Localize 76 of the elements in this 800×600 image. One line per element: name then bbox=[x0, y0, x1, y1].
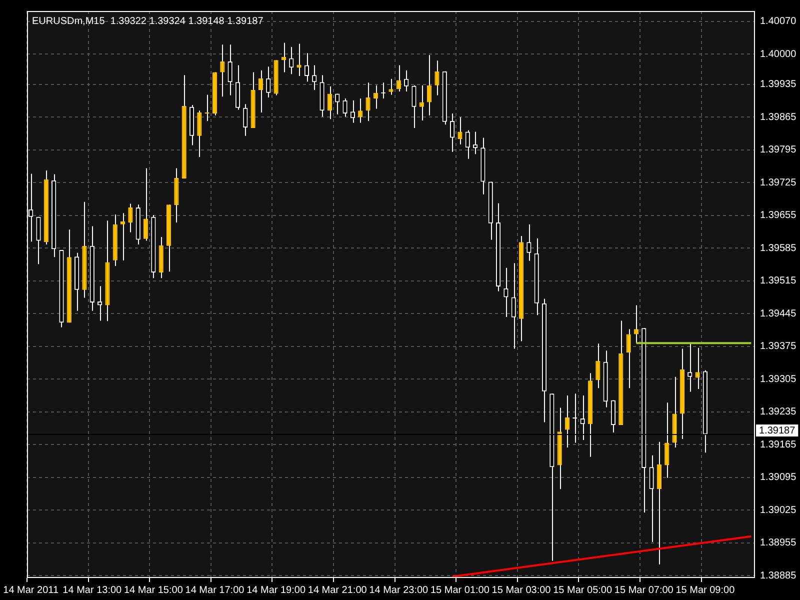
candlestick bbox=[695, 347, 700, 390]
candlestick bbox=[197, 110, 202, 158]
candlestick bbox=[228, 44, 232, 96]
y-tick-label: 1.38955 bbox=[760, 538, 797, 549]
y-tick-label: 1.38885 bbox=[760, 570, 797, 582]
x-tick-label: 15 Mar 05:00 bbox=[553, 584, 612, 596]
candlestick bbox=[312, 64, 317, 91]
candlestick bbox=[511, 262, 516, 350]
candlestick bbox=[419, 84, 424, 121]
candlestick bbox=[350, 100, 355, 124]
candlestick bbox=[235, 64, 240, 110]
candlestick bbox=[596, 343, 600, 389]
y-tick-label: 1.40070 bbox=[760, 16, 797, 28]
candlestick bbox=[404, 70, 409, 92]
x-tick-label: 14 Mar 15:00 bbox=[124, 584, 184, 596]
candlestick bbox=[98, 286, 102, 322]
candlestick bbox=[412, 84, 416, 128]
candlestick bbox=[366, 82, 370, 122]
candlestick bbox=[388, 78, 394, 96]
candlestick bbox=[358, 98, 363, 124]
x-tick-label: 14 Mar 19:00 bbox=[246, 584, 306, 596]
candlestick bbox=[258, 70, 264, 114]
y-tick-label: 1.39305 bbox=[760, 374, 797, 385]
x-tick-label: 14 Mar 17:00 bbox=[185, 584, 245, 596]
y-tick-label: 1.40000 bbox=[760, 48, 797, 60]
y-tick-label: 1.39655 bbox=[760, 210, 797, 222]
candlestick bbox=[289, 46, 294, 75]
candlestick bbox=[396, 64, 401, 92]
candlestick bbox=[36, 216, 41, 265]
y-tick-label: 1.39165 bbox=[760, 439, 797, 450]
candlestick bbox=[342, 98, 348, 118]
candlestick bbox=[128, 203, 133, 233]
candlestick bbox=[656, 441, 662, 565]
x-tick-label: 15 Mar 03:00 bbox=[492, 584, 552, 596]
candlestick bbox=[143, 168, 148, 242]
candlestick bbox=[266, 66, 271, 98]
candlestick bbox=[335, 93, 340, 115]
candlestick bbox=[434, 60, 440, 96]
candlestick bbox=[327, 86, 332, 120]
candlestick bbox=[626, 328, 631, 389]
y-tick-label: 1.39935 bbox=[760, 79, 797, 90]
y-tick-label: 1.39795 bbox=[760, 144, 797, 156]
candlestick bbox=[504, 267, 508, 318]
y-tick-label: 1.39865 bbox=[760, 112, 797, 123]
candlestick bbox=[688, 342, 692, 392]
candlestick bbox=[526, 224, 532, 262]
candlestick bbox=[664, 402, 670, 478]
candlestick bbox=[634, 304, 639, 344]
y-tick-label: 1.39095 bbox=[760, 472, 797, 484]
ref-line-label: 1.39187 bbox=[759, 425, 796, 436]
y-tick-label: 1.39515 bbox=[760, 276, 797, 287]
candlestick bbox=[373, 84, 378, 110]
candlestick bbox=[458, 116, 462, 145]
text: EURUSDm,M15 1.39322 1.39324 1.39148 1.39187 bbox=[32, 16, 264, 27]
y-tick-label: 1.39585 bbox=[760, 242, 797, 254]
y-tick-label: 1.39725 bbox=[760, 177, 797, 188]
x-tick-label: 14 Mar 13:00 bbox=[62, 584, 122, 596]
candlestick bbox=[120, 212, 126, 261]
x-tick-label: 15 Mar 07:00 bbox=[614, 584, 674, 596]
x-tick-label: 15 Mar 09:00 bbox=[676, 584, 736, 596]
x-tick-label: 14 Mar 23:00 bbox=[369, 584, 429, 596]
candlestick bbox=[220, 44, 225, 98]
candlestick bbox=[243, 104, 248, 136]
candlestick bbox=[465, 130, 470, 160]
y-tick-label: 1.39375 bbox=[760, 341, 797, 352]
candlestick bbox=[450, 112, 455, 152]
y-tick-label: 1.39235 bbox=[760, 406, 797, 418]
candlestick bbox=[564, 395, 570, 448]
x-tick-label: 14 Mar 21:00 bbox=[308, 584, 368, 596]
candlestick bbox=[304, 52, 310, 82]
y-tick-label: 1.39025 bbox=[760, 504, 797, 516]
candlestick bbox=[649, 454, 654, 542]
candlestick bbox=[427, 54, 432, 116]
x-tick-label: 14 Mar 2011 bbox=[3, 584, 59, 596]
x-tick-label: 15 Mar 01:00 bbox=[430, 584, 490, 596]
y-tick-label: 1.39445 bbox=[760, 308, 797, 320]
